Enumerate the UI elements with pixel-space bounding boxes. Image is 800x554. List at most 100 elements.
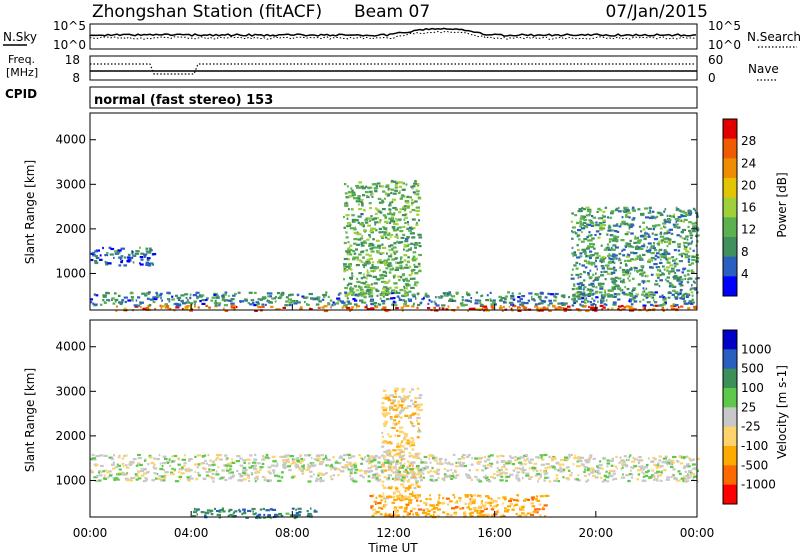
echo-cell [365, 289, 370, 292]
echo-cell [375, 185, 379, 188]
echo-cell [501, 466, 504, 469]
echo-cell [689, 242, 693, 245]
echo-cell [401, 397, 406, 400]
echo-cell [685, 250, 689, 253]
echo-cell [678, 282, 683, 285]
echo-cell [438, 459, 442, 462]
echo-cell [429, 498, 432, 501]
echo-cell [592, 457, 596, 460]
echo-cell [592, 302, 596, 306]
echo-cell [212, 480, 215, 483]
echo-cell [638, 456, 642, 459]
echo-cell [414, 265, 419, 268]
echo-cell [218, 477, 221, 480]
echo-cell [406, 480, 410, 483]
echo-cell [542, 506, 544, 509]
echo-cell [666, 229, 669, 233]
echo-cell [448, 293, 452, 296]
echo-cell [506, 508, 510, 511]
echo-cell [629, 300, 632, 303]
echo-cell [662, 238, 666, 241]
echo-cell [674, 271, 677, 275]
echo-cell [590, 307, 594, 310]
echo-cell [620, 223, 623, 226]
echo-cell [588, 231, 591, 234]
freq-panel: Freq. [MHz] 18 8 60 0 Nave CPID [5, 53, 779, 101]
echo-cell [325, 454, 327, 457]
echo-cell [393, 454, 396, 457]
echo-cell [398, 279, 401, 282]
echo-cell [349, 472, 353, 475]
echo-cell [611, 457, 614, 460]
echo-cell [103, 454, 108, 457]
echo-cell [521, 456, 525, 459]
echo-cell [613, 286, 616, 289]
echo-cell [252, 513, 256, 516]
echo-cell [367, 480, 371, 483]
echo-cell [650, 303, 653, 306]
echo-cell [192, 294, 198, 297]
echo-cell [642, 243, 646, 246]
echo-cell [619, 266, 622, 269]
echo-cell [411, 464, 414, 467]
echo-cell [396, 514, 400, 517]
echo-cell [499, 472, 504, 475]
echo-cell [487, 497, 490, 500]
echo-cell [345, 265, 351, 268]
echo-cell [173, 454, 178, 458]
echo-cell [447, 305, 450, 308]
echo-cell [595, 296, 599, 299]
echo-cell [384, 289, 389, 292]
echo-cell [232, 294, 236, 297]
echo-cell [488, 462, 494, 465]
echo-cell [544, 471, 548, 475]
echo-cell [688, 229, 692, 232]
echo-cell [380, 185, 385, 188]
echo-cell [345, 236, 349, 239]
echo-cell [657, 224, 661, 227]
echo-cell [467, 309, 470, 312]
echo-cell [580, 231, 584, 234]
echo-cell [517, 309, 522, 312]
echo-cell [406, 227, 409, 230]
echo-cell [355, 256, 359, 259]
echo-cell [432, 514, 435, 517]
echo-cell [621, 268, 626, 272]
echo-cell [657, 276, 660, 279]
echo-cell [151, 479, 155, 482]
echo-cell [435, 471, 437, 474]
echo-cell [383, 231, 388, 234]
echo-cell [349, 227, 355, 230]
echo-cell [316, 454, 321, 457]
echo-cell [679, 235, 682, 238]
echo-cell [335, 302, 340, 305]
echo-cell [667, 231, 671, 234]
echo-cell [619, 456, 622, 459]
echo-cell [346, 306, 351, 310]
echo-cell [137, 462, 141, 465]
echo-cell [209, 459, 212, 462]
echo-cell [381, 462, 386, 465]
echo-cell [393, 246, 397, 249]
echo-cell [599, 259, 604, 262]
echo-cell [372, 275, 378, 278]
echo-cell [424, 514, 428, 517]
echo-cell [392, 395, 398, 398]
echo-cell [407, 478, 410, 482]
echo-cell [388, 394, 391, 397]
echo-cell [504, 298, 507, 301]
echo-cell [396, 295, 400, 298]
echo-cell [643, 237, 647, 241]
echo-cell [239, 300, 242, 304]
echo-cell [670, 305, 673, 308]
echo-cell [519, 456, 522, 459]
echo-cell [262, 456, 265, 460]
echo-cell [404, 294, 407, 297]
echo-cell [145, 247, 149, 250]
echo-cell [362, 276, 366, 279]
echo-cell [677, 276, 681, 280]
echo-cell [385, 397, 390, 400]
echo-cell [446, 469, 450, 472]
echo-cell [362, 292, 367, 295]
echo-cell [558, 463, 562, 466]
